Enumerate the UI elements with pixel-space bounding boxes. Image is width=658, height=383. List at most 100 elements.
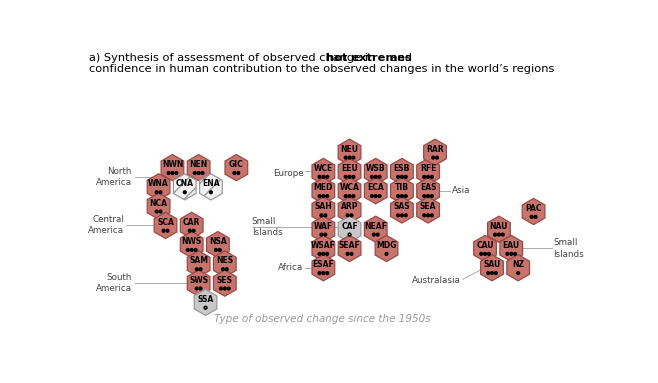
- Polygon shape: [365, 178, 387, 204]
- Circle shape: [370, 195, 373, 198]
- Circle shape: [155, 191, 158, 194]
- Circle shape: [480, 252, 482, 255]
- Circle shape: [430, 195, 434, 198]
- Text: CNA: CNA: [176, 179, 193, 188]
- Text: WCE: WCE: [314, 164, 333, 173]
- Circle shape: [426, 175, 430, 178]
- Text: WCA: WCA: [340, 183, 359, 192]
- Circle shape: [378, 175, 381, 178]
- Polygon shape: [417, 197, 440, 223]
- Polygon shape: [225, 154, 247, 181]
- Circle shape: [385, 252, 388, 255]
- Polygon shape: [424, 139, 446, 165]
- Text: SCA: SCA: [157, 218, 174, 227]
- Circle shape: [534, 216, 537, 218]
- Polygon shape: [488, 216, 510, 242]
- Polygon shape: [522, 198, 545, 224]
- Circle shape: [184, 191, 186, 194]
- Circle shape: [352, 156, 355, 159]
- Polygon shape: [338, 178, 361, 204]
- Circle shape: [233, 172, 236, 174]
- Circle shape: [324, 214, 326, 217]
- Circle shape: [350, 214, 353, 217]
- Text: Type of observed change since the 1950s: Type of observed change since the 1950s: [215, 314, 431, 324]
- Circle shape: [352, 195, 355, 198]
- Text: SAM: SAM: [189, 256, 208, 265]
- Circle shape: [326, 175, 328, 178]
- Circle shape: [209, 191, 213, 194]
- Polygon shape: [154, 212, 177, 239]
- Text: EEU: EEU: [341, 164, 358, 173]
- Text: Africa: Africa: [278, 263, 303, 272]
- Polygon shape: [312, 216, 335, 242]
- Circle shape: [423, 195, 426, 198]
- Text: NZ: NZ: [512, 260, 524, 269]
- Text: MDG: MDG: [376, 241, 397, 250]
- Circle shape: [215, 249, 217, 251]
- Text: Small
Islands: Small Islands: [252, 217, 282, 237]
- Circle shape: [432, 156, 434, 159]
- Circle shape: [510, 252, 513, 255]
- Circle shape: [326, 272, 328, 275]
- Circle shape: [194, 249, 197, 251]
- Circle shape: [346, 214, 349, 217]
- Polygon shape: [338, 236, 361, 262]
- Polygon shape: [417, 178, 440, 204]
- Text: Europe: Europe: [272, 169, 303, 177]
- Text: confidence in human contribution to the observed changes in the world’s regions: confidence in human contribution to the …: [89, 64, 554, 74]
- Text: WSB: WSB: [366, 164, 386, 173]
- Circle shape: [494, 233, 497, 236]
- Circle shape: [324, 233, 326, 236]
- Circle shape: [171, 172, 174, 174]
- Circle shape: [405, 175, 407, 178]
- Circle shape: [197, 172, 200, 174]
- Text: EAU: EAU: [503, 241, 520, 250]
- Circle shape: [350, 252, 353, 255]
- Text: ECA: ECA: [367, 183, 384, 192]
- Polygon shape: [213, 270, 236, 296]
- Text: NEU: NEU: [341, 145, 359, 154]
- Circle shape: [167, 172, 170, 174]
- Polygon shape: [147, 193, 170, 219]
- Circle shape: [186, 249, 190, 251]
- Text: and: and: [386, 53, 411, 63]
- Polygon shape: [507, 255, 530, 281]
- Circle shape: [374, 195, 377, 198]
- Text: MED: MED: [314, 183, 333, 192]
- Polygon shape: [188, 154, 210, 181]
- Circle shape: [491, 272, 494, 275]
- Circle shape: [188, 229, 191, 232]
- Polygon shape: [312, 236, 335, 262]
- Circle shape: [372, 233, 375, 236]
- Circle shape: [401, 175, 403, 178]
- Text: ESAF: ESAF: [313, 260, 334, 269]
- Polygon shape: [147, 174, 170, 200]
- Circle shape: [193, 172, 196, 174]
- Polygon shape: [174, 174, 196, 200]
- Circle shape: [195, 268, 198, 271]
- Circle shape: [326, 252, 328, 255]
- Text: CAF: CAF: [341, 222, 358, 231]
- Text: SAH: SAH: [315, 202, 332, 211]
- Circle shape: [348, 195, 351, 198]
- Circle shape: [190, 249, 193, 251]
- Polygon shape: [312, 178, 335, 204]
- Text: Central
America: Central America: [88, 215, 124, 236]
- Circle shape: [517, 272, 520, 275]
- Polygon shape: [375, 236, 398, 262]
- Circle shape: [430, 214, 434, 217]
- Circle shape: [318, 272, 321, 275]
- Circle shape: [237, 172, 240, 174]
- Polygon shape: [213, 251, 236, 277]
- Circle shape: [220, 287, 222, 290]
- Circle shape: [322, 195, 325, 198]
- Text: RFE: RFE: [420, 164, 436, 173]
- Circle shape: [318, 175, 321, 178]
- Text: hot extremes: hot extremes: [326, 53, 412, 63]
- Circle shape: [344, 175, 347, 178]
- Circle shape: [376, 233, 379, 236]
- Circle shape: [488, 252, 490, 255]
- Text: Small
Islands: Small Islands: [553, 239, 584, 259]
- Circle shape: [199, 287, 202, 290]
- Circle shape: [397, 175, 399, 178]
